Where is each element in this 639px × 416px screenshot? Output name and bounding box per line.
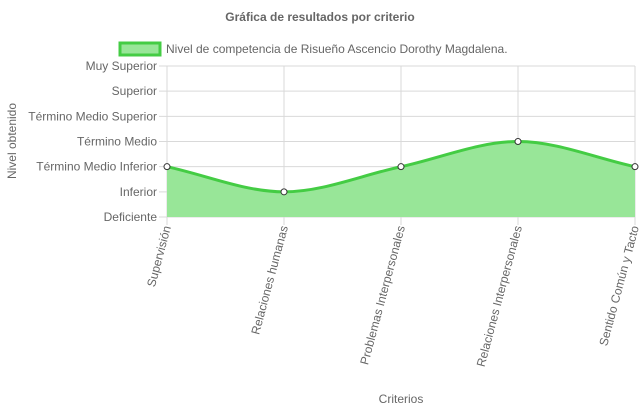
data-point[interactable] (163, 163, 171, 171)
data-point[interactable] (397, 163, 405, 171)
data-point[interactable] (631, 163, 639, 171)
y-tick-label: Término Medio (77, 135, 157, 149)
legend-label: Nivel de competencia de Risueño Ascencio… (166, 42, 508, 56)
x-axis-ticks: Supervisión Relaciones humanas Problemas I… (144, 224, 639, 368)
x-tick-label: Problemas Interpersonales (357, 224, 408, 366)
y-axis-title: Nivel obtenido (5, 103, 19, 179)
y-tick-label: Inferior (120, 185, 157, 199)
data-point[interactable] (280, 188, 288, 196)
y-axis-ticks: Deficiente Inferior Término Medio Inferior… (28, 59, 157, 224)
y-tick-label: Deficiente (104, 210, 158, 224)
series-area-fill (167, 141, 635, 217)
x-tick-label: Relaciones humanas (248, 224, 291, 336)
y-tick-label: Superior (112, 84, 157, 98)
data-point[interactable] (514, 138, 522, 145)
x-axis-title: Criterios (379, 392, 424, 406)
x-tick-label: Supervisión (144, 224, 174, 288)
legend[interactable]: Nivel de competencia de Risueño Ascencio… (118, 41, 508, 57)
y-tick-label: Término Medio Inferior (36, 160, 157, 174)
legend-swatch (118, 41, 162, 57)
y-tick-label: Término Medio Superior (28, 109, 157, 123)
y-tick-label: Muy Superior (86, 59, 157, 73)
x-tick-label: Sentido Común y Tacto (596, 224, 639, 348)
chart-title: Gráfica de resultados por criterio (225, 10, 414, 24)
data-points (163, 138, 639, 196)
x-tick-label: Relaciones Interpersonales (474, 224, 525, 368)
